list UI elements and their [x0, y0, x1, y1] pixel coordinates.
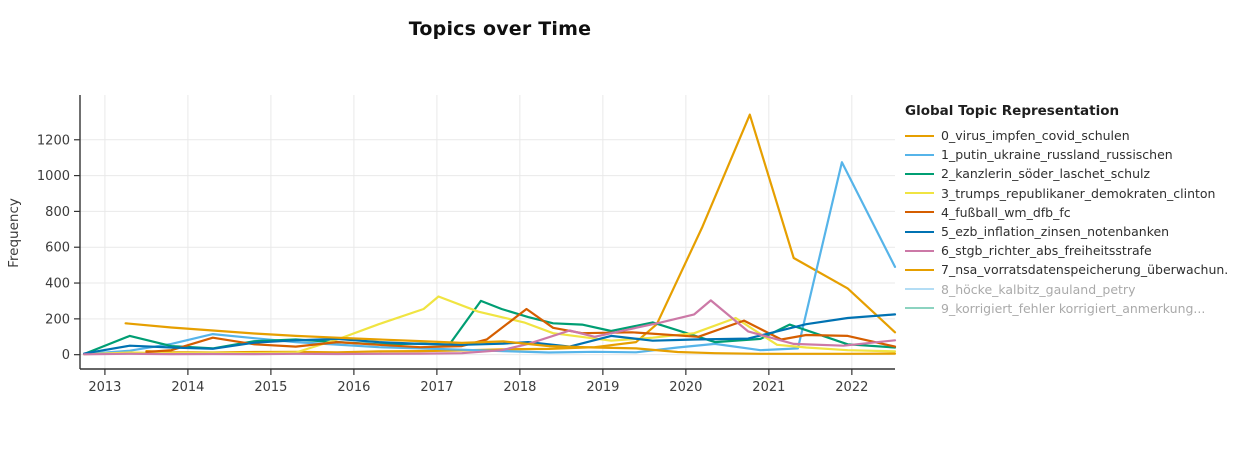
legend-item-label: 7_nsa_vorratsdatenspeicherung_überwachun…	[941, 262, 1229, 278]
legend-line-swatch	[905, 230, 934, 233]
legend-line-swatch	[905, 211, 934, 214]
legend-item-4[interactable]: 4_fußball_wm_dfb_fc	[905, 203, 1245, 222]
legend-item-9[interactable]: 9_korrigiert_fehler korrigiert_anmerkung…	[905, 299, 1245, 318]
x-tick-label: 2014	[171, 380, 204, 395]
series-line-2_kanzlerin_söder_laschet_schulz[interactable]	[82, 299, 897, 356]
y-tick-label: 200	[45, 312, 70, 327]
legend-item-2[interactable]: 2_kanzlerin_söder_laschet_schulz	[905, 164, 1245, 183]
y-tick-label: 0	[62, 348, 70, 363]
y-tick-label: 600	[45, 241, 70, 256]
legend-line-swatch	[905, 307, 934, 310]
legend-item-7[interactable]: 7_nsa_vorratsdatenspeicherung_überwachun…	[905, 260, 1245, 279]
series-line-5_ezb_inflation_zinsen_notenbanken[interactable]	[82, 313, 897, 355]
legend-item-label: 2_kanzlerin_söder_laschet_schulz	[941, 166, 1151, 182]
series-line-1_putin_ukraine_russland_russischen[interactable]	[82, 161, 897, 356]
legend-item-label: 5_ezb_inflation_zinsen_notenbanken	[941, 224, 1170, 240]
legend-line-swatch	[905, 249, 934, 252]
legend: Global Topic Representation 0_virus_impf…	[905, 103, 1245, 318]
y-tick-label: 400	[45, 277, 70, 292]
x-tick-label: 2022	[835, 380, 868, 395]
legend-item-label: 8_höcke_kalbitz_gauland_petry	[941, 281, 1136, 297]
legend-item-6[interactable]: 6_stgb_richter_abs_freiheitsstrafe	[905, 241, 1245, 260]
x-tick-label: 2019	[586, 380, 619, 395]
legend-item-label: 9_korrigiert_fehler korrigiert_anmerkung…	[941, 300, 1206, 316]
legend-item-label: 3_trumps_republikaner_demokraten_clinton	[941, 185, 1216, 201]
legend-item-label: 0_virus_impfen_covid_schulen	[941, 128, 1130, 144]
x-tick-label: 2013	[88, 380, 121, 395]
legend-line-swatch	[905, 288, 934, 291]
series-line-6_stgb_richter_abs_freiheitsstrafe[interactable]	[82, 299, 897, 356]
legend-item-1[interactable]: 1_putin_ukraine_russland_russischen	[905, 145, 1245, 164]
legend-item-5[interactable]: 5_ezb_inflation_zinsen_notenbanken	[905, 222, 1245, 241]
x-tick-label: 2016	[337, 380, 370, 395]
legend-item-label: 4_fußball_wm_dfb_fc	[941, 204, 1071, 220]
legend-items: 0_virus_impfen_covid_schulen 1_putin_ukra…	[905, 126, 1245, 318]
legend-item-3[interactable]: 3_trumps_republikaner_demokraten_clinton	[905, 184, 1245, 203]
chart-title: Topics over Time	[408, 18, 592, 40]
series-line-4_fußball_wm_dfb_fc[interactable]	[145, 307, 897, 354]
legend-line-swatch	[905, 268, 934, 271]
x-tick-label: 2018	[503, 380, 536, 395]
legend-line-swatch	[905, 172, 934, 175]
y-tick-label: 1000	[37, 169, 70, 184]
series-line-7_nsa_vorratsdatenspeicherung_überwachun.[interactable]	[124, 322, 897, 355]
x-tick-label: 2017	[420, 380, 453, 395]
legend-item-8[interactable]: 8_höcke_kalbitz_gauland_petry	[905, 280, 1245, 299]
x-tick-label: 2021	[752, 380, 785, 395]
x-tick-label: 2015	[254, 380, 287, 395]
legend-line-swatch	[905, 153, 934, 156]
y-tick-label: 800	[45, 205, 70, 220]
y-tick-label: 1200	[37, 133, 70, 148]
legend-item-0[interactable]: 0_virus_impfen_covid_schulen	[905, 126, 1245, 145]
legend-item-label: 6_stgb_richter_abs_freiheitsstrafe	[941, 243, 1152, 259]
legend-item-label: 1_putin_ukraine_russland_russischen	[941, 147, 1173, 163]
legend-title: Global Topic Representation	[905, 103, 1120, 119]
legend-line-swatch	[905, 192, 934, 195]
x-tick-label: 2020	[669, 380, 702, 395]
legend-line-swatch	[905, 134, 934, 137]
series-line-0_virus_impfen_covid_schulen[interactable]	[145, 113, 897, 354]
